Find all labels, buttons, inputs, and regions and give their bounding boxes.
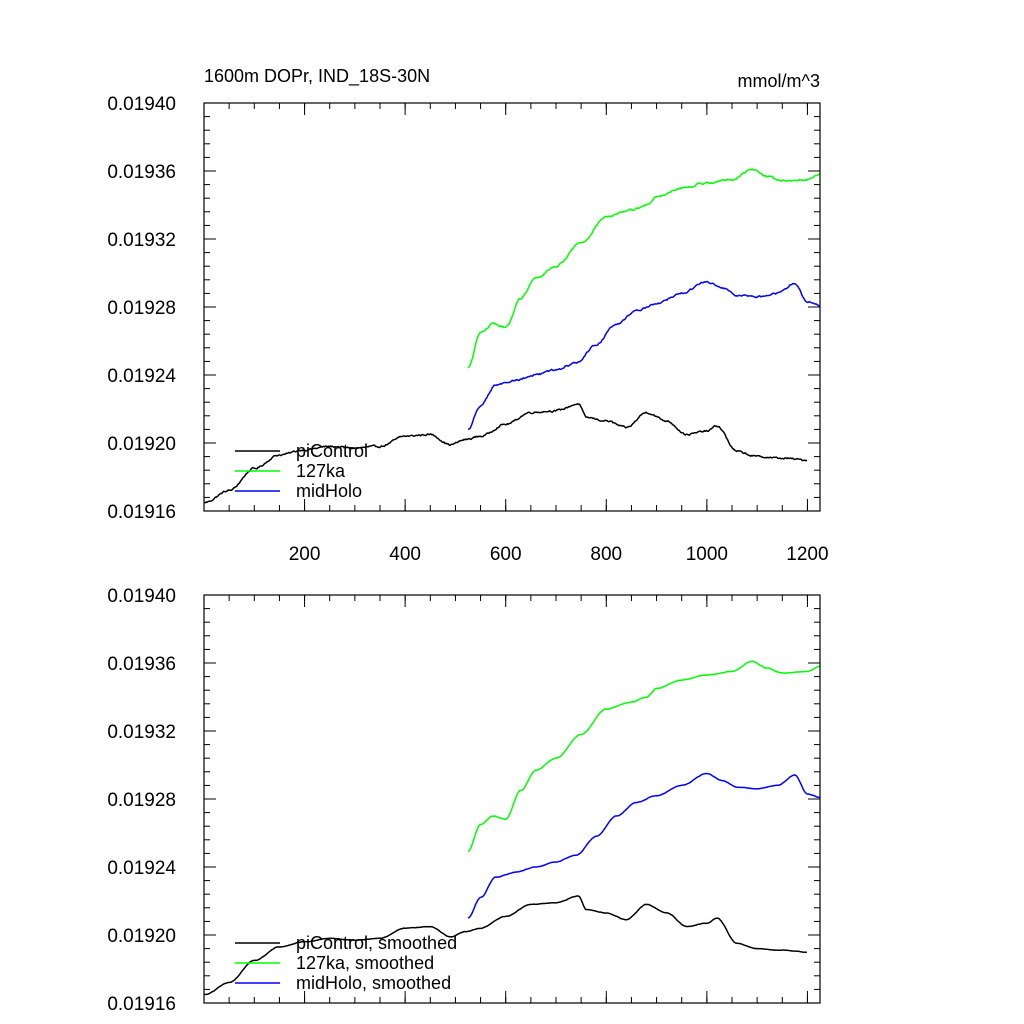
tick-group: 0.01916 0.01920 0.01924 0.01928 0.01932 0.019… [107,94,828,565]
y-tick-label: 0.01916 [107,994,176,1015]
x-tick-label: 800 [590,544,622,565]
y-tick-label: 0.01924 [107,366,176,387]
y-tick-label: 0.01928 [107,298,176,319]
chart-panel-top: 1600m DOPr, IND_18S-30N mmol/m^3 0.01916… [107,66,828,565]
series-line [467,660,821,853]
series-line [468,280,821,430]
x-tick-label: 1000 [686,544,728,565]
y-tick-label: 0.01932 [107,722,176,743]
y-tick-label: 0.01936 [107,654,176,675]
x-tick-label: 600 [490,544,522,565]
x-tick-label: 400 [389,544,421,565]
legend-label: 127ka, smoothed [296,953,434,973]
legend-label: piControl [296,441,368,461]
series-line [467,168,821,369]
legend-label: midHolo [296,481,362,501]
x-tick-label: 200 [289,544,321,565]
series-group [204,168,821,504]
plot-frame [203,102,821,512]
y-tick-label: 0.01920 [107,926,176,947]
series-line [467,772,821,919]
y-tick-label: 0.01924 [107,858,176,879]
series-line [204,403,808,504]
y-tick-label: 0.01936 [107,162,176,183]
series-line [204,895,807,996]
chart-panel-bottom: 0.01916 0.01920 0.01924 0.01928 0.01932 0.019… [107,586,821,1015]
x-tick-label: 1200 [786,544,828,565]
chart-units: mmol/m^3 [738,71,820,91]
legend-label: piControl, smoothed [296,933,457,953]
plot-frame [203,594,821,1004]
y-tick-label: 0.01940 [107,94,176,115]
legend-label: 127ka [296,461,346,481]
y-tick-label: 0.01932 [107,230,176,251]
y-tick-label: 0.01916 [107,502,176,523]
legend-label: midHolo, smoothed [296,973,451,993]
series-group [204,660,821,996]
chart-title: 1600m DOPr, IND_18S-30N [204,66,430,87]
y-tick-label: 0.01928 [107,790,176,811]
tick-group: 0.01916 0.01920 0.01924 0.01928 0.01932 0.019… [107,586,820,1015]
y-tick-label: 0.01940 [107,586,176,607]
y-tick-label: 0.01920 [107,434,176,455]
